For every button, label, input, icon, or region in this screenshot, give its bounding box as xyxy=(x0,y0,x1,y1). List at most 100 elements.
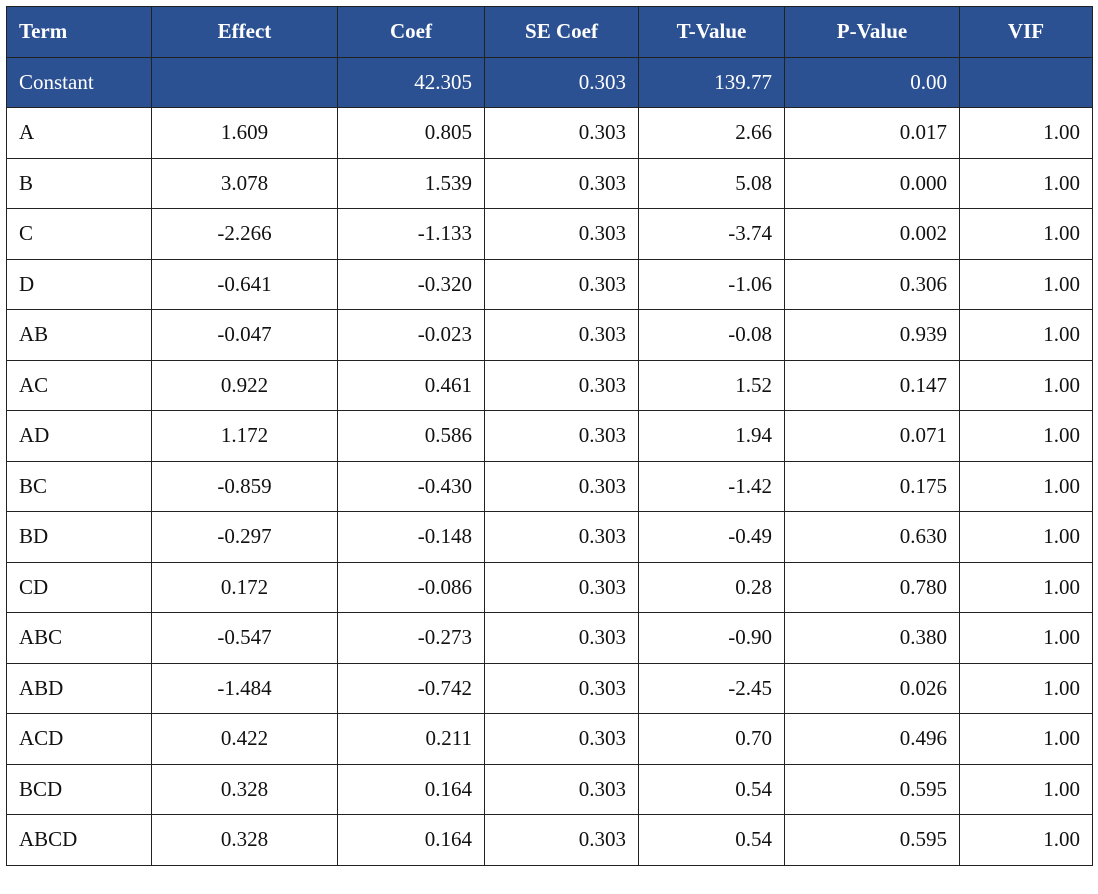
cell-coef: 0.805 xyxy=(337,107,485,159)
cell-effect: 0.172 xyxy=(151,561,338,613)
cell-coef: 0.164 xyxy=(337,763,485,815)
cell-term: AD xyxy=(6,410,152,462)
header-term: Term xyxy=(6,6,152,58)
table-row: AB -0.047 -0.023 0.303 -0.08 0.939 1.00 xyxy=(6,309,1093,361)
cell-t-value: 139.77 xyxy=(638,56,785,108)
cell-coef: -0.320 xyxy=(337,258,485,310)
table-row: C -2.266 -1.133 0.303 -3.74 0.002 1.00 xyxy=(6,208,1093,260)
cell-coef: -0.742 xyxy=(337,662,485,714)
cell-coef: 0.586 xyxy=(337,410,485,462)
cell-vif: 1.00 xyxy=(959,157,1093,209)
table-row: ABC -0.547 -0.273 0.303 -0.90 0.380 1.00 xyxy=(6,612,1093,664)
cell-p-value: 0.595 xyxy=(784,763,960,815)
header-effect: Effect xyxy=(151,6,338,58)
table-header: Term Effect Coef SE Coef T-Value P-Value… xyxy=(6,6,1093,58)
cell-p-value: 0.780 xyxy=(784,561,960,613)
cell-term: D xyxy=(6,258,152,310)
coefficients-table-container: Term Effect Coef SE Coef T-Value P-Value… xyxy=(6,6,1093,866)
cell-p-value: 0.147 xyxy=(784,359,960,411)
cell-t-value: -2.45 xyxy=(638,662,785,714)
cell-term: ACD xyxy=(6,713,152,765)
cell-se-coef: 0.303 xyxy=(484,561,639,613)
cell-term: Constant xyxy=(6,56,152,108)
cell-se-coef: 0.303 xyxy=(484,359,639,411)
table-body: Constant 42.305 0.303 139.77 0.00 A 1.609 0.805… xyxy=(6,56,1093,866)
cell-effect: 0.422 xyxy=(151,713,338,765)
cell-vif: 1.00 xyxy=(959,814,1093,866)
cell-coef: -0.086 xyxy=(337,561,485,613)
cell-se-coef: 0.303 xyxy=(484,309,639,361)
cell-coef: 0.461 xyxy=(337,359,485,411)
cell-vif: 1.00 xyxy=(959,208,1093,260)
cell-effect: 0.328 xyxy=(151,814,338,866)
cell-p-value: 0.000 xyxy=(784,157,960,209)
cell-se-coef: 0.303 xyxy=(484,612,639,664)
cell-coef: -0.023 xyxy=(337,309,485,361)
cell-coef: 0.164 xyxy=(337,814,485,866)
cell-vif: 1.00 xyxy=(959,359,1093,411)
table-row: A 1.609 0.805 0.303 2.66 0.017 1.00 xyxy=(6,107,1093,159)
cell-effect: 3.078 xyxy=(151,157,338,209)
cell-se-coef: 0.303 xyxy=(484,107,639,159)
header-row: Term Effect Coef SE Coef T-Value P-Value… xyxy=(6,6,1093,58)
cell-term: C xyxy=(6,208,152,260)
cell-coef: -0.273 xyxy=(337,612,485,664)
header-p-value: P-Value xyxy=(784,6,960,58)
header-vif: VIF xyxy=(959,6,1093,58)
cell-p-value: 0.00 xyxy=(784,56,960,108)
cell-t-value: 0.28 xyxy=(638,561,785,613)
cell-se-coef: 0.303 xyxy=(484,208,639,260)
cell-p-value: 0.496 xyxy=(784,713,960,765)
cell-term: ABCD xyxy=(6,814,152,866)
table-row: ABD -1.484 -0.742 0.303 -2.45 0.026 1.00 xyxy=(6,662,1093,714)
header-se-coef: SE Coef xyxy=(484,6,639,58)
table-row: BC -0.859 -0.430 0.303 -1.42 0.175 1.00 xyxy=(6,460,1093,512)
cell-term: A xyxy=(6,107,152,159)
cell-se-coef: 0.303 xyxy=(484,814,639,866)
cell-se-coef: 0.303 xyxy=(484,157,639,209)
cell-t-value: 0.54 xyxy=(638,814,785,866)
table-row: D -0.641 -0.320 0.303 -1.06 0.306 1.00 xyxy=(6,258,1093,310)
cell-coef: 42.305 xyxy=(337,56,485,108)
cell-vif: 1.00 xyxy=(959,309,1093,361)
cell-vif xyxy=(959,56,1093,108)
cell-se-coef: 0.303 xyxy=(484,56,639,108)
cell-se-coef: 0.303 xyxy=(484,511,639,563)
cell-vif: 1.00 xyxy=(959,662,1093,714)
cell-vif: 1.00 xyxy=(959,612,1093,664)
cell-coef: -0.148 xyxy=(337,511,485,563)
cell-coef: 0.211 xyxy=(337,713,485,765)
table-row: CD 0.172 -0.086 0.303 0.28 0.780 1.00 xyxy=(6,561,1093,613)
cell-t-value: -3.74 xyxy=(638,208,785,260)
cell-se-coef: 0.303 xyxy=(484,713,639,765)
coefficients-table: Term Effect Coef SE Coef T-Value P-Value… xyxy=(6,6,1093,866)
cell-effect xyxy=(151,56,338,108)
header-coef: Coef xyxy=(337,6,485,58)
cell-vif: 1.00 xyxy=(959,561,1093,613)
cell-t-value: 5.08 xyxy=(638,157,785,209)
table-row: ABCD 0.328 0.164 0.303 0.54 0.595 1.00 xyxy=(6,814,1093,866)
cell-t-value: -0.90 xyxy=(638,612,785,664)
cell-t-value: 1.94 xyxy=(638,410,785,462)
cell-effect: -2.266 xyxy=(151,208,338,260)
cell-vif: 1.00 xyxy=(959,410,1093,462)
cell-t-value: 0.70 xyxy=(638,713,785,765)
cell-p-value: 0.002 xyxy=(784,208,960,260)
cell-term: ABD xyxy=(6,662,152,714)
cell-effect: 1.172 xyxy=(151,410,338,462)
cell-t-value: -0.08 xyxy=(638,309,785,361)
cell-coef: 1.539 xyxy=(337,157,485,209)
cell-p-value: 0.017 xyxy=(784,107,960,159)
cell-term: BCD xyxy=(6,763,152,815)
cell-t-value: 0.54 xyxy=(638,763,785,815)
cell-se-coef: 0.303 xyxy=(484,410,639,462)
cell-effect: -0.047 xyxy=(151,309,338,361)
cell-term: ABC xyxy=(6,612,152,664)
cell-vif: 1.00 xyxy=(959,107,1093,159)
cell-vif: 1.00 xyxy=(959,460,1093,512)
table-row: ACD 0.422 0.211 0.303 0.70 0.496 1.00 xyxy=(6,713,1093,765)
table-row-constant: Constant 42.305 0.303 139.77 0.00 xyxy=(6,56,1093,108)
header-t-value: T-Value xyxy=(638,6,785,58)
cell-se-coef: 0.303 xyxy=(484,763,639,815)
cell-effect: -1.484 xyxy=(151,662,338,714)
